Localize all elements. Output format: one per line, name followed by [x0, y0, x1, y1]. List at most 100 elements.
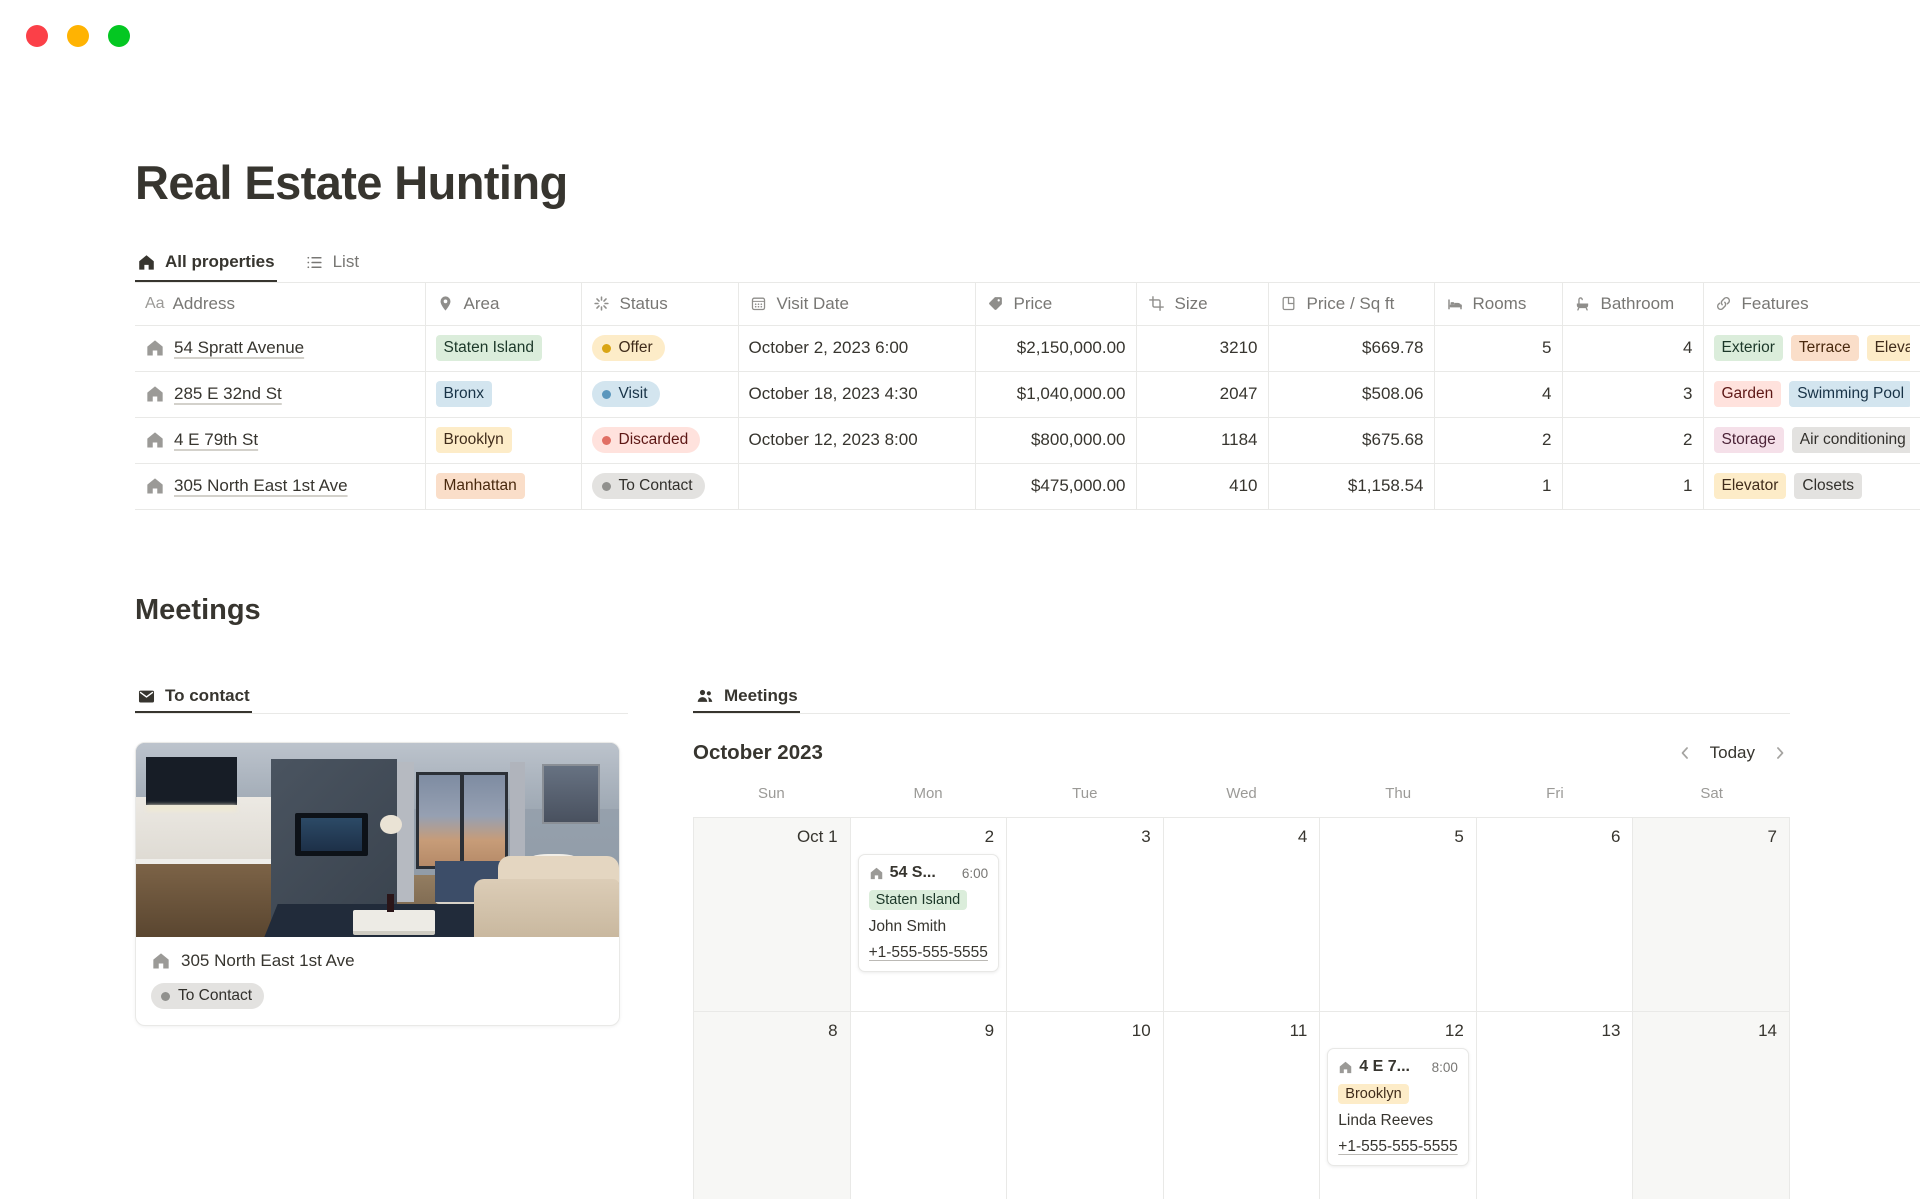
event-title: 4 E 7... — [1359, 1058, 1410, 1075]
next-month-icon[interactable] — [1770, 743, 1790, 763]
calendar-day-cell[interactable]: 13 — [1476, 1012, 1634, 1199]
day-number: 6 — [1610, 827, 1621, 846]
house-icon — [145, 476, 165, 496]
calendar-day-cell[interactable]: 10 — [1007, 1012, 1164, 1199]
rooms-cell: 5 — [1434, 325, 1563, 372]
day-number: 3 — [1141, 827, 1151, 846]
house-icon — [151, 951, 171, 971]
day-number: 4 — [1297, 827, 1308, 846]
column-header-bathroom[interactable]: Bathroom — [1562, 283, 1704, 326]
table-row[interactable]: 285 E 32nd St Bronx Visit October 18, 20… — [135, 371, 1920, 418]
table-header-row: Aa Address Area Status Visit Date Price S… — [135, 283, 1920, 326]
address-link[interactable]: 4 E 79th St — [174, 430, 259, 449]
weekday-label: Tue — [1072, 785, 1098, 802]
features-cell: Storage Air conditioning — [1713, 427, 1910, 453]
property-card[interactable]: 305 North East 1st Ave To Contact — [135, 742, 620, 1026]
bathroom-cell: 1 — [1562, 463, 1704, 510]
column-header-status[interactable]: Status — [581, 283, 739, 326]
event-contact-name: John Smith — [868, 918, 947, 935]
day-number: 11 — [1289, 1021, 1308, 1040]
day-number: Oct 1 — [796, 827, 838, 846]
address-link[interactable]: 305 North East 1st Ave — [174, 476, 348, 495]
meeting-event-card[interactable]: 54 S... 6:00 Staten Island John Smith +1… — [857, 854, 1000, 972]
calendar-month-label: October 2023 — [693, 741, 823, 764]
status-dot — [161, 991, 170, 1001]
calendar-day-cell[interactable]: 2 54 S... 6:00 Staten Island John Smith … — [850, 818, 1008, 1012]
day-number: 9 — [984, 1021, 995, 1040]
calendar-day-cell[interactable]: 7 — [1633, 818, 1790, 1012]
column-header-visit-date[interactable]: Visit Date — [738, 283, 976, 326]
event-contact-name: Linda Reeves — [1338, 1112, 1434, 1129]
tab-all-properties[interactable]: All properties — [135, 244, 277, 282]
meetings-tabs: Meetings — [693, 681, 1790, 714]
bed-icon — [1445, 294, 1465, 314]
status-pill: Visit — [591, 381, 660, 407]
price-cell: $1,040,000.00 — [975, 371, 1137, 418]
tab-meetings[interactable]: Meetings — [693, 681, 800, 713]
weekday-label: Wed — [1226, 785, 1257, 802]
today-button[interactable]: Today — [1709, 743, 1755, 762]
meetings-panel: Meetings October 2023 Today Sun Mon Tue … — [693, 681, 1790, 1199]
column-header-price-sqft[interactable]: Price / Sq ft — [1268, 283, 1435, 326]
feature-tag: Storage — [1713, 427, 1784, 453]
column-header-area[interactable]: Area — [425, 283, 582, 326]
status-pill: To Contact — [591, 473, 705, 499]
calendar-day-cell[interactable]: 14 — [1633, 1012, 1790, 1199]
house-icon — [145, 430, 165, 450]
event-area-tag: Staten Island — [868, 890, 968, 910]
weekday-label: Thu — [1385, 785, 1412, 802]
calendar-day-cell[interactable]: 11 — [1163, 1012, 1321, 1199]
zoom-window-button[interactable] — [108, 25, 130, 47]
table-row[interactable]: 4 E 79th St Brooklyn Discarded October 1… — [135, 417, 1920, 464]
weekday-label: Sat — [1700, 785, 1723, 802]
features-cell: Elevator Closets — [1713, 473, 1911, 499]
rooms-cell: 4 — [1434, 371, 1563, 418]
price-tag-icon — [986, 294, 1006, 314]
event-time: 8:00 — [1431, 1059, 1458, 1075]
table-row[interactable]: 305 North East 1st Ave Manhattan To Cont… — [135, 463, 1920, 510]
apartment-photo — [136, 743, 619, 937]
table-row[interactable]: 54 Spratt Avenue Staten Island Offer Oct… — [135, 325, 1920, 372]
calendar-day-cell[interactable]: 9 — [850, 1012, 1008, 1199]
rooms-cell: 1 — [1434, 463, 1563, 510]
close-window-button[interactable] — [26, 25, 48, 47]
column-header-price[interactable]: Price — [975, 283, 1137, 326]
previous-month-icon[interactable] — [1675, 743, 1695, 763]
tab-label: All properties — [165, 252, 275, 271]
column-header-size[interactable]: Size — [1136, 283, 1269, 326]
price-sqft-cell: $669.78 — [1268, 325, 1435, 372]
features-cell: Exterior Terrace Elevator — [1713, 335, 1910, 361]
area-tag: Brooklyn — [435, 427, 512, 453]
location-pin-icon — [436, 294, 456, 314]
calendar-day-cell[interactable]: Oct 1 — [694, 818, 851, 1012]
calendar-day-cell[interactable]: 6 — [1476, 818, 1634, 1012]
calendar-grid: Oct 1 2 54 S... 6:00 Staten Island John … — [693, 817, 1790, 1199]
calendar-day-cell[interactable]: 4 — [1163, 818, 1321, 1012]
column-header-features[interactable]: Features — [1703, 283, 1920, 326]
bathroom-cell: 2 — [1562, 417, 1704, 464]
tab-list[interactable]: List — [303, 244, 361, 282]
tab-to-contact[interactable]: To contact — [135, 681, 252, 713]
area-tag: Manhattan — [435, 473, 525, 499]
address-link[interactable]: 54 Spratt Avenue — [174, 338, 305, 357]
calendar-day-cell[interactable]: 8 — [694, 1012, 851, 1199]
minimize-window-button[interactable] — [67, 25, 89, 47]
calendar-day-cell[interactable]: 5 — [1320, 818, 1477, 1012]
window-controls — [26, 25, 130, 47]
feature-tag: Closets — [1794, 473, 1863, 499]
calendar-day-cell[interactable]: 3 — [1007, 818, 1164, 1012]
event-area-tag: Brooklyn — [1338, 1084, 1409, 1104]
column-header-address[interactable]: Aa Address — [135, 283, 426, 326]
tab-label: To contact — [165, 686, 250, 705]
address-link[interactable]: 285 E 32nd St — [174, 384, 282, 403]
column-header-rooms[interactable]: Rooms — [1434, 283, 1563, 326]
bathroom-cell: 3 — [1562, 371, 1704, 418]
visit-date-cell: October 12, 2023 8:00 — [738, 417, 976, 464]
calendar-day-cell[interactable]: 12 4 E 7... 8:00 Brooklyn Linda Reeves +… — [1320, 1012, 1477, 1199]
house-icon — [145, 384, 165, 404]
meeting-event-card[interactable]: 4 E 7... 8:00 Brooklyn Linda Reeves +1-5… — [1327, 1048, 1469, 1166]
event-title: 54 S... — [889, 864, 936, 881]
feature-tag: Exterior — [1713, 335, 1783, 361]
event-phone: +1-555-555-5555 — [868, 944, 988, 961]
